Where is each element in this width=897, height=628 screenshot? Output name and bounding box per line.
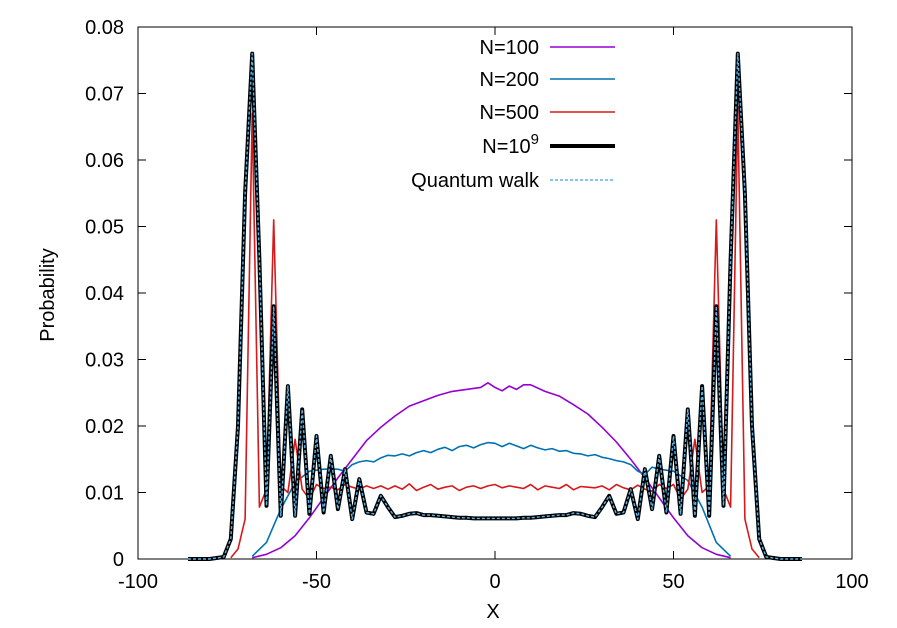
y-tick-label: 0.08 xyxy=(85,17,124,39)
series-line-quantum-walk xyxy=(188,52,802,560)
legend-label: N=100 xyxy=(480,37,540,59)
y-tick-label: 0.02 xyxy=(85,416,124,438)
series-line-n-500 xyxy=(230,106,760,559)
x-tick-label: -100 xyxy=(118,571,158,593)
legend-label: Quantum walk xyxy=(411,170,540,192)
y-tick-label: 0.07 xyxy=(85,84,124,106)
y-tick-label: 0.04 xyxy=(85,283,124,305)
y-axis-label: Probability xyxy=(37,248,59,341)
series-line-n-200 xyxy=(251,441,732,557)
x-tick-label: 0 xyxy=(489,571,500,593)
x-tick-label: 50 xyxy=(662,571,684,593)
y-tick-label: 0.06 xyxy=(85,150,124,172)
y-tick-label: 0.01 xyxy=(85,483,124,505)
x-tick-label: -50 xyxy=(302,571,331,593)
y-tick-label: 0.05 xyxy=(85,217,124,239)
y-tick-label: 0.03 xyxy=(85,350,124,372)
legend-label: N=200 xyxy=(480,69,540,91)
x-axis-label: X xyxy=(486,601,499,623)
series-layer xyxy=(188,51,802,561)
y-tick-label: 0 xyxy=(113,549,124,571)
x-tick-label: 100 xyxy=(835,571,868,593)
legend-label: N=500 xyxy=(480,102,540,124)
axes-layer: -100 -50 0 50 100 0 0.01 0.02 0.03 0.04 0.05 0.06 0.… xyxy=(85,17,869,593)
legend: N=100 N=200 N=500 N=109 Quantum walk xyxy=(411,37,615,192)
legend-label: N=109 xyxy=(482,131,539,158)
